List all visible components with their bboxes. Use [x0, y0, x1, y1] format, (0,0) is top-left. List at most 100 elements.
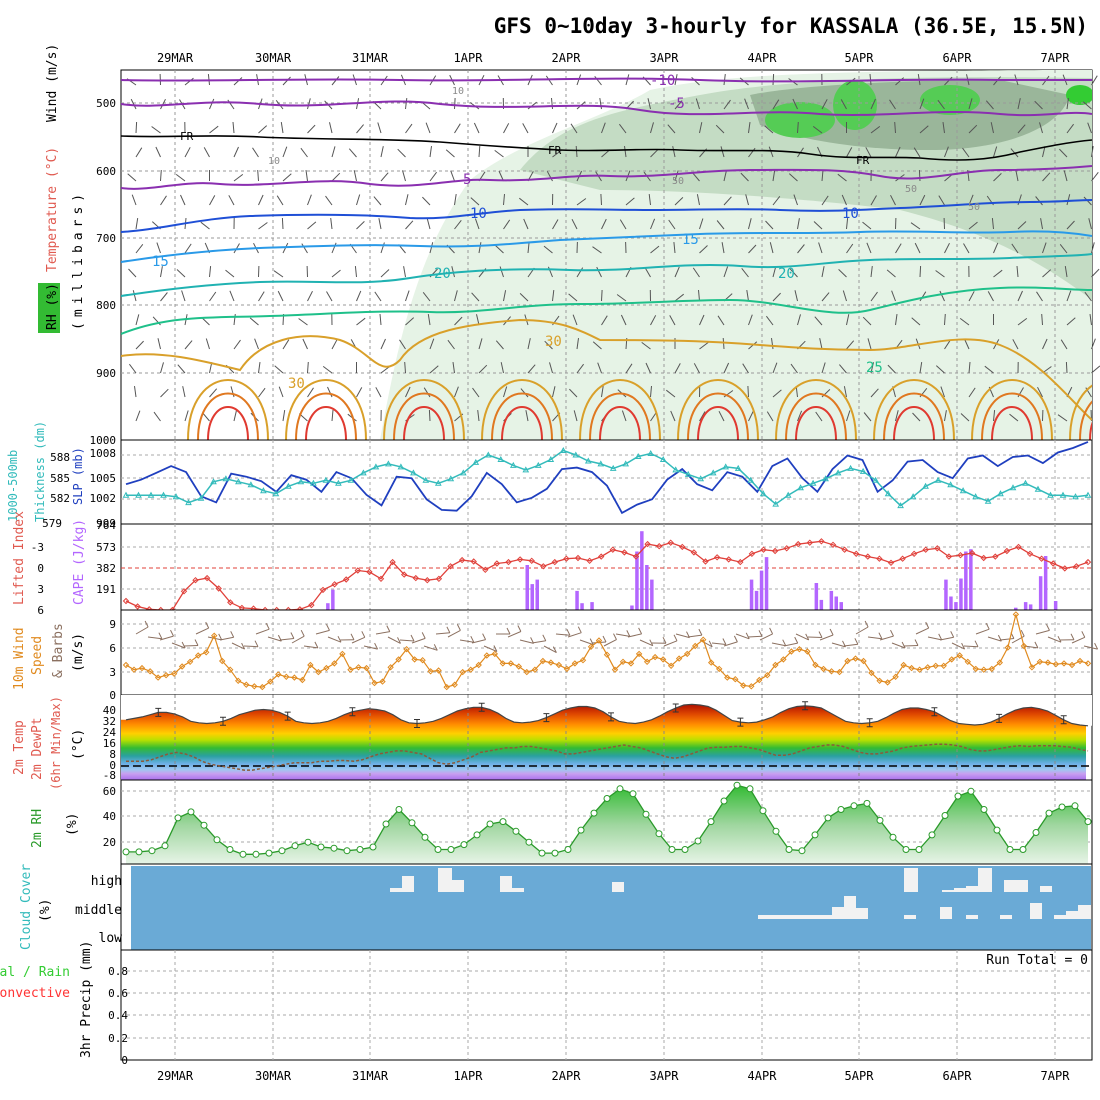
rh-marker [785, 846, 793, 853]
wind-barb-shaft [531, 640, 546, 644]
wind-barb [650, 245, 660, 254]
wind-barb [135, 410, 141, 422]
wind-barb [990, 122, 994, 134]
wind-barb [937, 99, 945, 110]
cloud-block-high [1040, 886, 1052, 892]
wind-speed-marker [595, 637, 603, 644]
wind-barb [895, 77, 905, 86]
wind-speed-marker [202, 649, 210, 656]
wind-barb [500, 362, 504, 374]
thickness-marker [634, 452, 642, 459]
wind-barb [745, 194, 749, 206]
wind-barb [373, 196, 382, 206]
wind-barb-shaft [1071, 636, 1086, 644]
thickness-marker [559, 446, 567, 453]
wind-barb-shaft [795, 633, 809, 641]
wind-speed-marker [812, 661, 819, 669]
wind-speed-marker [619, 658, 627, 666]
cloud-block-high [500, 876, 512, 892]
wind-barb [572, 314, 578, 326]
wind-speed-marker [571, 660, 579, 667]
cape-lifted-index-panel: -3 0 3 6 191 382 573 764 Lifted Index CA… [12, 511, 1093, 617]
wind-barb [1057, 414, 1068, 422]
wind-barb [693, 363, 700, 374]
wind-barb [670, 410, 676, 422]
warm-lobe-contour [1069, 384, 1092, 440]
cloud-block-middle [1054, 915, 1066, 919]
thickness-marker [947, 481, 954, 488]
wind-barb [570, 123, 578, 134]
lifted-index-marker [227, 599, 234, 606]
lifted-index-marker [412, 574, 420, 582]
wind-barb [840, 99, 847, 110]
wind-speed-marker [651, 653, 659, 661]
warm-lobe-contour [697, 406, 739, 440]
cape-bar [525, 565, 529, 610]
wind-barb [495, 340, 504, 350]
top-date-label: 5APR [845, 51, 875, 65]
wind-barb [673, 242, 676, 254]
lifted-index-marker [864, 553, 872, 560]
precip-tick: 0.6 [108, 987, 128, 1000]
wind-barb [258, 222, 268, 230]
isotherm-10 [121, 199, 1092, 233]
wind-barb [720, 146, 725, 158]
thickness-marker [997, 490, 1004, 497]
upper-grid [121, 70, 1092, 440]
bottom-date-label: 6APR [943, 1069, 973, 1083]
wind-barb [422, 196, 431, 206]
wind-speed-marker [852, 655, 859, 662]
wind-barb [282, 339, 290, 350]
wind-barb [918, 169, 921, 182]
wind-barb-shaft [879, 635, 894, 641]
wind-speed-marker [828, 668, 835, 675]
wind-barb-shaft [447, 629, 461, 638]
wind-barb [1066, 317, 1076, 326]
precip-tick: 0.8 [108, 965, 128, 978]
wind-barb [329, 122, 333, 134]
rh-label-10: 10 [268, 156, 280, 167]
warm-lobe-contour [305, 406, 347, 440]
wind-barb [518, 197, 529, 206]
thickness-marker [809, 479, 817, 486]
cape-bar [645, 565, 649, 610]
wind-barb [723, 74, 726, 86]
wind-speed-marker [267, 678, 274, 685]
wind-barb [846, 340, 855, 350]
lifted-index-marker [319, 586, 327, 594]
wind-barb-shaft [867, 636, 882, 640]
wind-speed-marker [355, 664, 362, 671]
rh-marker [434, 846, 442, 853]
wind-barb [478, 338, 483, 350]
wind-barb-flag [589, 638, 594, 645]
wind-barb [225, 269, 235, 278]
wind-barb [209, 291, 217, 302]
wind-barb [405, 317, 415, 326]
rh-legend-swatch [38, 283, 60, 333]
wind-barb-shaft [951, 642, 965, 650]
wind-barb [327, 386, 333, 398]
wind-barb [305, 170, 308, 182]
rh-marker [382, 820, 390, 828]
wind-barb-shaft [543, 645, 557, 654]
rh-marker [798, 847, 806, 855]
rh2m-axis-label: 2m RH [30, 809, 45, 848]
lifted-index-marker [122, 597, 130, 605]
wind-barb-shaft [135, 626, 149, 635]
wind-barb [153, 411, 161, 422]
thickness-tick: 585 [50, 472, 70, 485]
wind-barb [748, 410, 754, 422]
wind-barb [843, 386, 847, 398]
bottom-date-labels: 29MAR 30MAR 31MAR 1APR 2APR 3APR 4APR 5A… [157, 1069, 1070, 1083]
wind-barb-flag [769, 627, 774, 635]
thickness-marker [147, 491, 155, 498]
isotherm-25 [121, 286, 1092, 335]
rh-marker [161, 842, 169, 850]
wind-barb [233, 173, 244, 182]
wind-barb-shaft [171, 642, 186, 649]
wind-speed-marker [547, 659, 555, 666]
wind-speed-marker [1012, 611, 1020, 618]
wind-barb-shaft [1083, 645, 1098, 650]
wind-barb-shaft [987, 636, 1002, 642]
wind-barb [523, 218, 529, 230]
